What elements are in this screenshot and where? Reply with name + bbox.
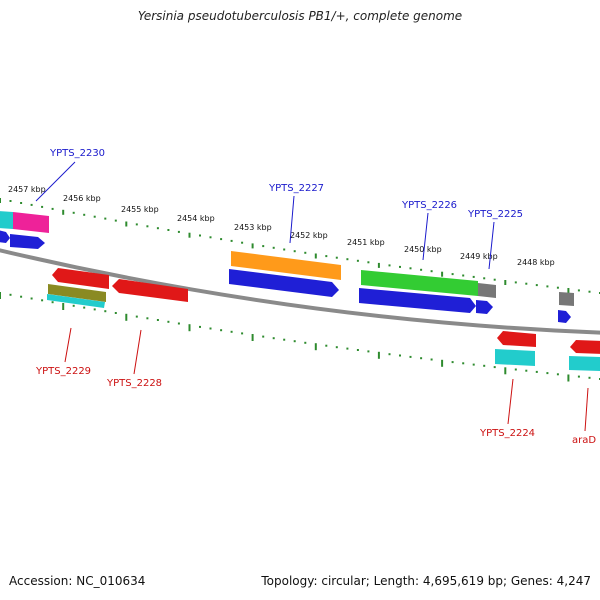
scale-label-2456: 2456 kbp — [63, 194, 101, 203]
gene-feature[interactable] — [10, 234, 45, 249]
gene-label-ypts2226[interactable]: YPTS_2226 — [401, 200, 457, 211]
bottom-leader-lines — [64, 327, 589, 432]
gene-feature-ypts2226[interactable] — [361, 270, 478, 296]
gene-feature[interactable] — [229, 269, 339, 297]
scale-label-2454: 2454 kbp — [177, 214, 215, 223]
scale-label-2451: 2451 kbp — [347, 238, 385, 247]
scale-label-2452: 2452 kbp — [290, 231, 328, 240]
scale-labels: 2457 kbp 2456 kbp 2455 kbp 2454 kbp 2453… — [8, 185, 555, 267]
gene-label-ypts2230[interactable]: YPTS_2230 — [49, 148, 105, 159]
scale-label-2457: 2457 kbp — [8, 185, 46, 194]
genome-backbone — [0, 248, 600, 335]
map-title: Yersinia pseudotuberculosis PB1/+, compl… — [137, 9, 463, 23]
gene-feature-ypts2224[interactable] — [497, 331, 536, 347]
gene-feature-ypts2225[interactable] — [476, 300, 493, 314]
gene-feature[interactable] — [359, 288, 476, 313]
gene-label-arad[interactable]: araD — [572, 435, 596, 446]
scale-label-2453: 2453 kbp — [234, 223, 272, 232]
gene-feature[interactable] — [569, 356, 600, 371]
accession-text: Accession: NC_010634 — [9, 574, 146, 588]
gene-feature[interactable] — [559, 292, 574, 306]
scale-ticks — [0, 198, 600, 382]
gene-feature[interactable] — [478, 283, 496, 298]
gene-label-ypts2228[interactable]: YPTS_2228 — [106, 378, 162, 389]
gene-feature[interactable] — [48, 284, 106, 302]
scale-label-2449: 2449 kbp — [460, 252, 498, 261]
scale-label-2455: 2455 kbp — [121, 205, 159, 214]
forward-features — [0, 211, 574, 323]
gene-feature[interactable] — [495, 349, 535, 366]
scale-label-2450: 2450 kbp — [404, 245, 442, 254]
gene-feature[interactable] — [0, 211, 13, 229]
gene-feature[interactable] — [47, 294, 105, 308]
gene-feature[interactable] — [0, 230, 10, 243]
gene-feature-ypts2229[interactable] — [52, 268, 109, 289]
gene-label-ypts2227[interactable]: YPTS_2227 — [268, 183, 324, 194]
gene-feature-ypts2228[interactable] — [112, 279, 188, 302]
scale-label-2448: 2448 kbp — [517, 258, 555, 267]
gene-feature[interactable] — [13, 212, 49, 233]
gene-label-ypts2224[interactable]: YPTS_2224 — [479, 428, 535, 439]
gene-feature-ypts2227[interactable] — [231, 251, 341, 280]
gene-label-ypts2225[interactable]: YPTS_2225 — [467, 209, 523, 220]
gene-label-ypts2229[interactable]: YPTS_2229 — [35, 366, 91, 377]
top-gene-labels: YPTS_2230 YPTS_2227 YPTS_2226 YPTS_2225 — [49, 148, 523, 220]
top-leader-lines — [35, 161, 495, 270]
reverse-features — [47, 268, 600, 371]
genome-stats-text: Topology: circular; Length: 4,695,619 bp… — [261, 574, 591, 588]
gene-feature-arad[interactable] — [570, 340, 600, 354]
gene-feature[interactable] — [558, 310, 571, 323]
bottom-gene-labels: YPTS_2229 YPTS_2228 YPTS_2224 araD — [35, 366, 596, 446]
